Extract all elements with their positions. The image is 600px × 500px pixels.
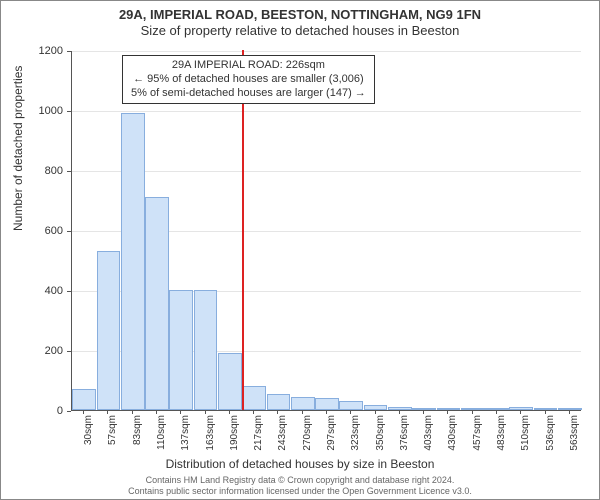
gridline bbox=[72, 111, 581, 112]
x-tick bbox=[375, 410, 376, 414]
x-tick-label: 323sqm bbox=[350, 415, 361, 451]
gridline bbox=[72, 171, 581, 172]
x-axis-title: Distribution of detached houses by size … bbox=[1, 457, 599, 471]
x-tick-label: 403sqm bbox=[423, 415, 434, 451]
x-tick bbox=[399, 410, 400, 414]
x-tick-label: 297sqm bbox=[326, 415, 337, 451]
histogram-bar bbox=[218, 353, 242, 410]
x-tick bbox=[107, 410, 108, 414]
y-tick-label: 1000 bbox=[39, 105, 63, 117]
chart-footer: Contains HM Land Registry data © Crown c… bbox=[1, 475, 599, 497]
y-axis: 020040060080010001200 bbox=[1, 51, 67, 411]
x-tick-label: 430sqm bbox=[447, 415, 458, 451]
x-tick-label: 376sqm bbox=[399, 415, 410, 451]
x-tick bbox=[447, 410, 448, 414]
x-tick bbox=[423, 410, 424, 414]
histogram-bar bbox=[242, 386, 266, 410]
x-tick-label: 30sqm bbox=[83, 415, 94, 445]
chart-title-sub: Size of property relative to detached ho… bbox=[1, 23, 599, 38]
histogram-bar bbox=[461, 408, 485, 410]
histogram-bar bbox=[315, 398, 339, 410]
x-tick-label: 57sqm bbox=[107, 415, 118, 445]
y-tick-label: 400 bbox=[45, 285, 63, 297]
x-tick bbox=[229, 410, 230, 414]
x-tick bbox=[253, 410, 254, 414]
x-tick bbox=[569, 410, 570, 414]
x-tick-label: 137sqm bbox=[180, 415, 191, 451]
x-tick-label: 163sqm bbox=[205, 415, 216, 451]
histogram-bar bbox=[169, 290, 193, 410]
histogram-bar bbox=[339, 401, 363, 410]
y-tick-label: 0 bbox=[57, 405, 63, 417]
x-tick bbox=[520, 410, 521, 414]
callout-line-2: ← 95% of detached houses are smaller (3,… bbox=[131, 73, 366, 87]
x-tick-label: 83sqm bbox=[132, 415, 143, 445]
chart-title-main: 29A, IMPERIAL ROAD, BEESTON, NOTTINGHAM,… bbox=[1, 7, 599, 22]
footer-line-1: Contains HM Land Registry data © Crown c… bbox=[1, 475, 599, 486]
callout-line-1: 29A IMPERIAL ROAD: 226sqm bbox=[131, 59, 366, 73]
gridline bbox=[72, 51, 581, 52]
x-tick bbox=[302, 410, 303, 414]
histogram-bar bbox=[97, 251, 121, 410]
x-tick-label: 536sqm bbox=[545, 415, 556, 451]
y-tick-label: 800 bbox=[45, 165, 63, 177]
x-tick-label: 510sqm bbox=[520, 415, 531, 451]
x-tick bbox=[496, 410, 497, 414]
histogram-bar bbox=[121, 113, 145, 410]
x-tick-label: 483sqm bbox=[496, 415, 507, 451]
histogram-bar bbox=[388, 407, 412, 410]
x-tick bbox=[132, 410, 133, 414]
plot-area: 29A IMPERIAL ROAD: 226sqm← 95% of detach… bbox=[71, 51, 581, 411]
histogram-bar bbox=[558, 408, 582, 410]
x-tick bbox=[472, 410, 473, 414]
x-tick-label: 563sqm bbox=[569, 415, 580, 451]
x-tick bbox=[180, 410, 181, 414]
callout-line-3: 5% of semi-detached houses are larger (1… bbox=[131, 87, 366, 101]
x-tick-label: 110sqm bbox=[156, 415, 167, 450]
x-tick bbox=[156, 410, 157, 414]
y-tick-label: 1200 bbox=[39, 45, 63, 57]
property-size-chart: 29A, IMPERIAL ROAD, BEESTON, NOTTINGHAM,… bbox=[0, 0, 600, 500]
x-tick bbox=[205, 410, 206, 414]
footer-line-2: Contains public sector information licen… bbox=[1, 486, 599, 497]
x-tick bbox=[545, 410, 546, 414]
x-tick-label: 217sqm bbox=[253, 415, 264, 451]
x-tick-label: 350sqm bbox=[375, 415, 386, 451]
x-tick bbox=[83, 410, 84, 414]
histogram-bar bbox=[145, 197, 169, 410]
histogram-bar bbox=[194, 290, 218, 410]
y-tick-label: 200 bbox=[45, 345, 63, 357]
x-tick-label: 270sqm bbox=[302, 415, 313, 451]
property-callout: 29A IMPERIAL ROAD: 226sqm← 95% of detach… bbox=[122, 55, 375, 104]
y-tick-label: 600 bbox=[45, 225, 63, 237]
x-tick-label: 457sqm bbox=[472, 415, 483, 451]
x-tick bbox=[350, 410, 351, 414]
histogram-bar bbox=[291, 397, 315, 411]
histogram-bar bbox=[72, 389, 96, 410]
x-tick-label: 190sqm bbox=[229, 415, 240, 451]
histogram-bar bbox=[267, 394, 291, 411]
x-tick-label: 243sqm bbox=[277, 415, 288, 451]
x-tick bbox=[277, 410, 278, 414]
x-tick bbox=[326, 410, 327, 414]
